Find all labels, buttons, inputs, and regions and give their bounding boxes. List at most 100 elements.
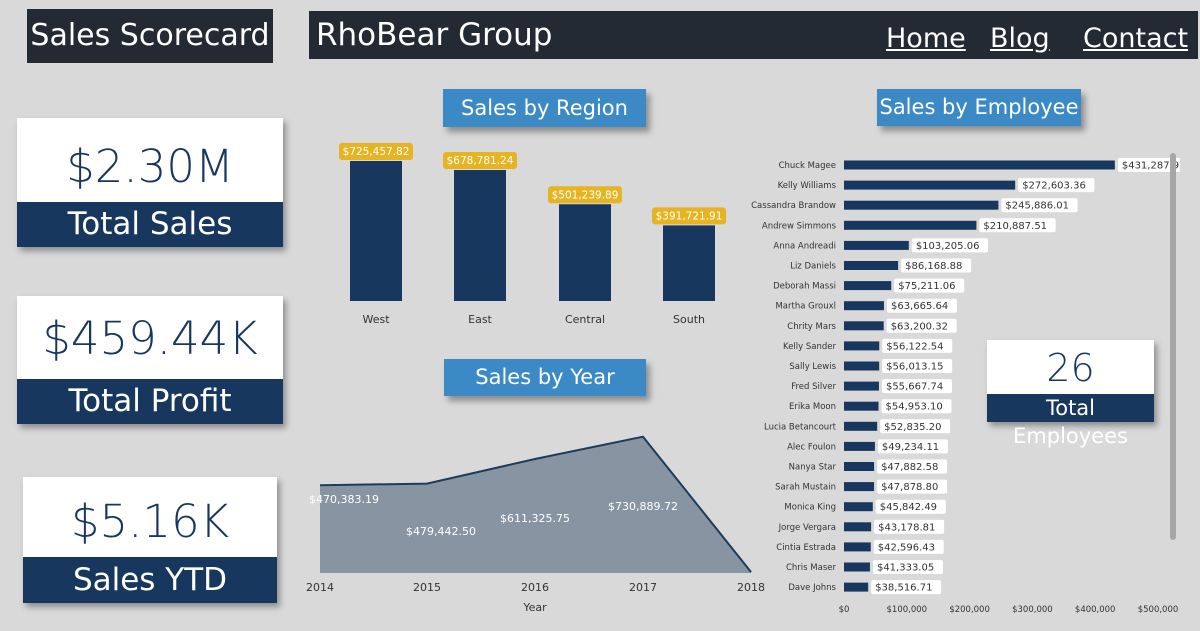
employee-data-label-bg — [877, 459, 948, 474]
employee-data-label: $54,953.10 — [886, 402, 943, 413]
employee-name-label: Chrity Mars — [787, 322, 836, 332]
nav-contact-link[interactable]: Contact — [1083, 23, 1189, 54]
year-tick-label: 2016 — [521, 581, 549, 594]
brand-name: RhoBear Group — [316, 17, 553, 53]
nav-home-link[interactable]: Home — [886, 23, 966, 54]
employee-data-label: $431,287.92 — [1122, 161, 1180, 172]
employee-data-label-bg — [882, 359, 953, 373]
employee-data-label-bg — [1001, 198, 1078, 213]
employee-name-label: Martha Grouxl — [775, 302, 836, 312]
employee-bar — [844, 301, 884, 311]
employee-data-label-bg — [872, 560, 943, 574]
employee-name-label: Fred Silver — [791, 382, 836, 392]
region-data-label-bg — [652, 207, 726, 225]
employee-data-label: $86,168.88 — [905, 261, 962, 272]
sales-ytd-card: $5.16K Sales YTD — [23, 477, 277, 603]
employee-bar — [844, 381, 879, 391]
employee-bar — [844, 261, 899, 270]
employee-data-label: $38,516.71 — [875, 583, 932, 594]
total-employees-card: 26 Total Employees — [987, 340, 1154, 448]
employee-bar — [844, 281, 892, 291]
employee-bar — [844, 341, 880, 351]
year-axis-title: Year — [522, 601, 547, 614]
employee-name-label: Cintia Estrada — [776, 543, 836, 553]
employee-data-label: $52,835.20 — [884, 422, 941, 433]
employee-bar — [844, 502, 873, 512]
employee-name-label: Sarah Mustain — [775, 483, 836, 493]
employee-name-label: Chris Maser — [786, 563, 837, 573]
region-data-label: $678,781.24 — [447, 155, 514, 167]
sales-by-year-chart: $470,383.19 $479,442.50 $611,325.75 $730,88… — [306, 435, 765, 614]
sales-ytd-value: $5.16K — [70, 495, 230, 548]
employee-name-label: Monica King — [784, 503, 836, 513]
employee-name-label: Chuck Magee — [779, 161, 836, 171]
region-bar-west — [350, 161, 402, 301]
year-area-fill — [320, 436, 751, 573]
employee-data-label: $42,596.43 — [878, 542, 935, 553]
employee-data-label: $272,603.36 — [1022, 181, 1086, 192]
employee-bar — [844, 441, 875, 451]
sales-by-year-header: Sales by Year — [444, 359, 646, 396]
region-category-label: Central — [565, 313, 605, 326]
total-profit-card: $459.44K Total Profit — [17, 296, 283, 424]
total-employees-label: Total Employees — [987, 394, 1154, 448]
employee-bar — [844, 321, 884, 331]
year-data-label: $730,889.72 — [608, 500, 678, 513]
employee-data-label-bg — [901, 258, 972, 273]
sales-ytd-label: Sales YTD — [23, 557, 277, 603]
employee-x-tick-label: $300,000 — [1012, 605, 1053, 615]
employee-data-label-bg — [877, 439, 948, 454]
region-category-label: South — [673, 313, 705, 326]
employee-bar — [844, 200, 999, 210]
total-sales-value: $2.30M — [66, 140, 234, 193]
employee-chart-scrollbar[interactable] — [1170, 153, 1176, 540]
sales-by-employee-chart: Chuck Magee $431,287.92 Kelly Williams $272… — [751, 158, 1180, 615]
total-profit-value: $459.44K — [42, 312, 258, 365]
employee-data-label-bg — [911, 238, 989, 253]
employee-data-label-bg — [1117, 158, 1180, 172]
nav-blog-link[interactable]: Blog — [990, 23, 1050, 54]
employee-bar — [844, 522, 872, 532]
employee-bar — [844, 421, 878, 431]
employee-data-label: $56,122.54 — [886, 341, 943, 352]
year-tick-label: 2015 — [413, 581, 441, 594]
total-sales-label: Total Sales — [17, 202, 283, 247]
employee-data-label: $63,200.32 — [891, 321, 948, 332]
employee-name-label: Kelly Sander — [783, 342, 836, 352]
employee-data-label-bg — [1018, 178, 1095, 193]
region-bar-south — [663, 225, 715, 301]
employee-data-label-bg — [875, 499, 946, 514]
employee-x-tick-label: $500,000 — [1138, 605, 1179, 615]
employee-data-label-bg — [894, 278, 965, 293]
employee-name-label: Cassandra Brandow — [751, 201, 836, 211]
employee-data-label-bg — [979, 218, 1056, 233]
employee-x-tick-label: $200,000 — [949, 605, 990, 615]
sales-by-region-header: Sales by Region — [443, 89, 646, 127]
employee-data-label: $55,667.74 — [886, 382, 943, 393]
employee-name-label: Kelly Williams — [778, 181, 837, 191]
top-navigation-bar: RhoBear Group Home Blog Contact — [309, 11, 1198, 59]
employee-bar — [844, 361, 880, 371]
employee-data-label: $210,887.51 — [983, 221, 1047, 232]
employee-data-label-bg — [880, 419, 951, 434]
employee-data-label: $47,878.80 — [881, 482, 938, 493]
employee-bar — [844, 462, 875, 471]
employee-data-label-bg — [874, 519, 945, 534]
employee-bar — [844, 542, 871, 552]
employee-name-label: Alec Foulon — [787, 442, 836, 452]
year-data-label: $479,442.50 — [406, 525, 476, 538]
year-tick-label: 2018 — [737, 581, 765, 594]
employee-data-label-bg — [871, 580, 942, 595]
page-title: Sales Scorecard — [27, 9, 273, 63]
region-data-label-bg — [339, 143, 413, 160]
employee-name-label: Andrew Simmons — [762, 221, 837, 231]
region-data-label-bg — [548, 186, 622, 204]
employee-name-label: Nanya Star — [789, 463, 837, 473]
year-area-line — [319, 435, 752, 573]
employee-bar — [844, 562, 870, 572]
employee-x-tick-label: $400,000 — [1075, 605, 1116, 615]
employee-data-label: $75,211.06 — [898, 281, 955, 292]
employee-data-label: $103,205.06 — [916, 241, 980, 252]
sales-by-employee-header: Sales by Employee — [877, 89, 1081, 126]
region-data-label: $725,457.82 — [343, 146, 410, 158]
